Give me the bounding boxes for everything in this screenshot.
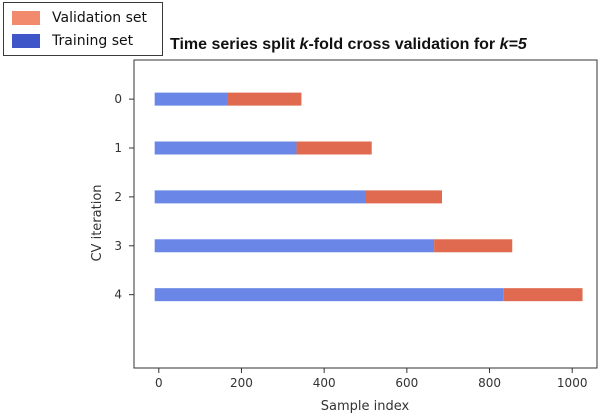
y-tick-label-4: 4 <box>114 288 122 302</box>
training-set-bar-3 <box>154 239 435 253</box>
legend-swatch-training <box>12 34 40 48</box>
title-part-3: -fold cross validation for <box>308 36 500 53</box>
plot-frame <box>133 59 598 369</box>
x-tick-label-1000: 1000 <box>557 376 588 390</box>
validation-set-bar-2 <box>365 190 442 204</box>
bars-layer <box>154 92 583 302</box>
training-set-bar-0 <box>154 92 228 106</box>
training-set-bar-1 <box>154 141 297 155</box>
training-set-bar-2 <box>154 190 366 204</box>
legend-swatch-validation <box>12 11 40 25</box>
y-axis-label: CV iteration <box>90 184 105 261</box>
validation-set-bar-4 <box>503 288 583 302</box>
x-tick-label-0: 0 <box>155 376 163 390</box>
legend-label-validation: Validation set <box>52 10 147 26</box>
legend-label-training: Training set <box>52 33 134 49</box>
y-tick-label-2: 2 <box>114 190 122 204</box>
validation-set-bar-3 <box>434 239 513 253</box>
y-tick-label-0: 0 <box>114 92 122 106</box>
y-tick-label-1: 1 <box>114 141 122 155</box>
title-part-1: Time series split <box>170 36 300 53</box>
x-tick-label-800: 800 <box>478 376 501 390</box>
x-tick-label-200: 200 <box>230 376 253 390</box>
x-axis-label: Sample index <box>321 399 410 414</box>
training-set-bar-4 <box>154 288 504 302</box>
title-part-2: k <box>299 36 309 53</box>
y-tick-label-3: 3 <box>114 239 122 253</box>
title-part-4: k=5 <box>499 36 527 53</box>
x-tick-label-400: 400 <box>313 376 336 390</box>
validation-set-bar-1 <box>296 141 372 155</box>
legend: Validation set Training set <box>3 2 163 56</box>
chart-title: Time series split k-fold cross validatio… <box>170 36 600 54</box>
validation-set-bar-0 <box>227 92 302 106</box>
legend-item-validation: Validation set <box>12 8 147 28</box>
axes-layer: 0 200 400 600 800 1000 0 1 2 3 4 <box>114 59 598 390</box>
legend-item-training: Training set <box>12 31 133 51</box>
x-tick-label-600: 600 <box>395 376 418 390</box>
